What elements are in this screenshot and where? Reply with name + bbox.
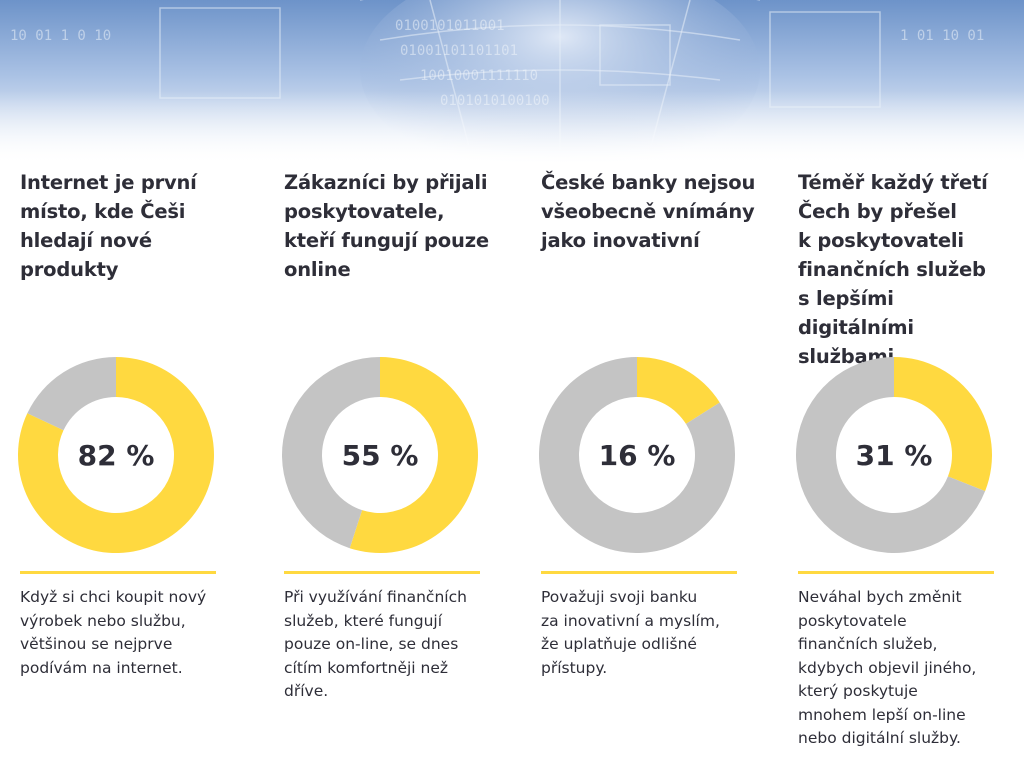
donut-slice-value <box>18 357 215 553</box>
stat-headline: Zákazníci by přijali poskytovatele, kteř… <box>284 171 489 281</box>
stat-column-2: Zákazníci by přijali poskytovatele, kteř… <box>282 168 499 700</box>
stat-description: Neváhal bych změnit poskytovatele finanč… <box>798 588 977 747</box>
donut-center-label: 31 % <box>856 439 933 472</box>
donut-center-label: 82 % <box>78 439 155 472</box>
yellow-divider <box>284 571 480 574</box>
donut-slice-value <box>637 357 720 424</box>
donut-slice-value <box>349 357 478 553</box>
stat-headline: České banky nejsou všeobecně vnímány jak… <box>541 171 756 252</box>
stat-headline: Téměř každý třetí Čech by přešel k posky… <box>798 171 988 368</box>
donut-slice-remainder <box>27 357 116 431</box>
donut-chart: 55 % <box>281 356 479 554</box>
donut-svg: 55 % <box>282 357 478 553</box>
banner-graphic: 0100101011001 01001101101101 10010001111… <box>0 0 1024 165</box>
donut-center-label: 55 % <box>342 439 419 472</box>
stat-description: Považuji svoji banku za inovativní a mys… <box>541 588 720 677</box>
donut-svg: 16 % <box>539 357 735 553</box>
stat-column-4: Téměř každý třetí Čech by přešel k posky… <box>796 168 1013 747</box>
donut-chart: 82 % <box>17 356 215 554</box>
donut-slice-remainder <box>796 357 986 553</box>
donut-slice-remainder <box>539 357 735 553</box>
stat-description: Při využívání finančních služeb, které f… <box>284 588 467 700</box>
stat-description: Když si chci koupit nový výrobek nebo sl… <box>20 588 207 677</box>
yellow-divider <box>798 571 994 574</box>
donut-svg: 82 % <box>18 357 215 553</box>
stat-headline: Internet je první místo, kde Češi hledaj… <box>20 171 197 281</box>
donut-slice-value <box>894 357 992 492</box>
donut-chart: 16 % <box>538 356 736 554</box>
donut-svg: 31 % <box>796 357 992 553</box>
donut-chart: 31 % <box>795 356 993 554</box>
donut-slice-remainder <box>282 357 380 549</box>
yellow-divider <box>541 571 737 574</box>
stat-column-1: Internet je první místo, kde Češi hledaj… <box>18 168 235 677</box>
header-banner-image: 0100101011001 01001101101101 10010001111… <box>0 0 1024 165</box>
donut-center-label: 16 % <box>599 439 676 472</box>
stat-column-3: České banky nejsou všeobecně vnímány jak… <box>539 168 756 677</box>
yellow-divider <box>20 571 216 574</box>
